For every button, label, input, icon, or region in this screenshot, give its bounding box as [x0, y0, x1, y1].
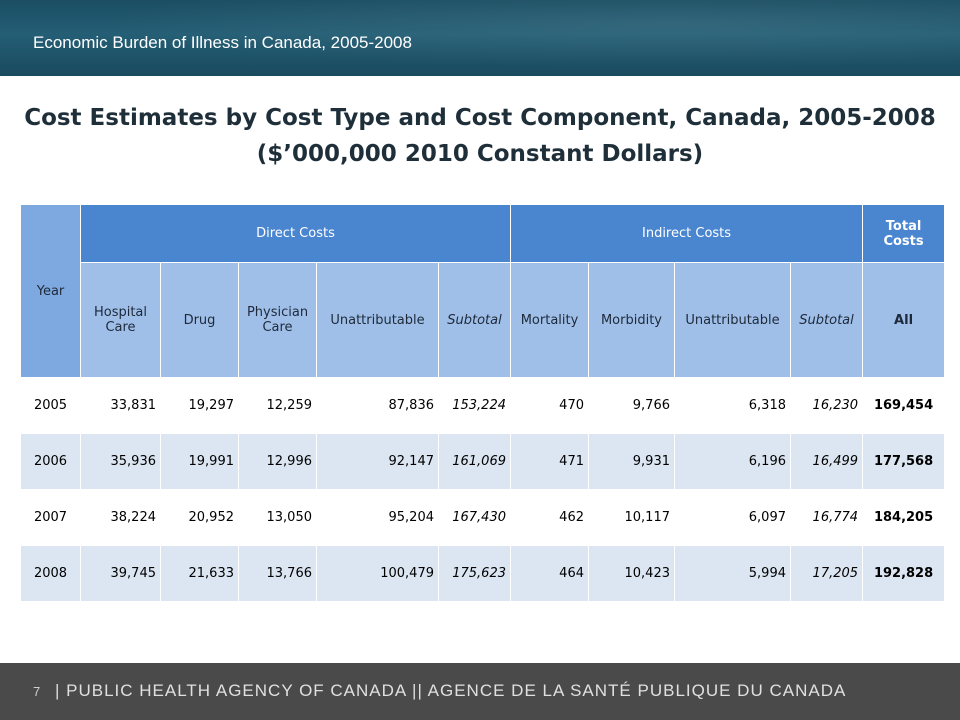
column-header: Mortality [510, 262, 589, 378]
table-cell: 2007 [20, 489, 81, 546]
table-row: 2005 33,831 19,297 12,259 87,836 153,224… [20, 377, 946, 434]
slide-title-line-2: ($’000,000 2010 Constant Dollars) [256, 141, 704, 167]
table-cell: 184,205 [862, 489, 946, 546]
table-cell: 100,479 [316, 545, 439, 602]
table-cell: 2006 [20, 433, 81, 490]
table-cell: 16,499 [789, 433, 864, 490]
column-header: Unattributable [674, 262, 791, 378]
table-row: 2007 38,224 20,952 13,050 95,204 167,430… [20, 489, 946, 546]
table-cell: 21,633 [160, 545, 239, 602]
table-cell: 192,828 [862, 545, 946, 602]
column-header: Physician Care [238, 262, 317, 378]
table-cell: 33,831 [80, 377, 161, 434]
table-cell: 6,097 [674, 489, 791, 546]
table-cell: 175,623 [438, 545, 511, 602]
table-cell: 9,931 [588, 433, 675, 490]
agency-name: | PUBLIC HEALTH AGENCY OF CANADA || AGEN… [55, 681, 847, 700]
table-cell: 16,774 [789, 489, 864, 546]
top-banner [0, 0, 960, 76]
table-row: 2006 35,936 19,991 12,996 92,147 161,069… [20, 433, 946, 490]
column-header: Unattributable [316, 262, 439, 378]
table-cell: 471 [510, 433, 589, 490]
table-cell: 12,996 [238, 433, 317, 490]
table-cell: 153,224 [438, 377, 511, 434]
table-row: 2008 39,745 21,633 13,766 100,479 175,62… [20, 545, 946, 602]
table-cell: 10,117 [588, 489, 675, 546]
table-cell: 5,994 [674, 545, 791, 602]
table-cell: 6,318 [674, 377, 791, 434]
slide-title-line-1: Cost Estimates by Cost Type and Cost Com… [24, 105, 936, 131]
column-header: Morbidity [588, 262, 675, 378]
slide-title: Cost Estimates by Cost Type and Cost Com… [0, 100, 960, 172]
table-cell: 2005 [20, 377, 81, 434]
table-cell: 464 [510, 545, 589, 602]
footer-bar [0, 663, 960, 720]
column-header: Drug [160, 262, 239, 378]
column-header: Subtotal [438, 262, 511, 378]
table-cell: 19,297 [160, 377, 239, 434]
cost-table: Year Direct Costs Indirect Costs Total C… [20, 204, 946, 602]
table-cell: 462 [510, 489, 589, 546]
table-cell: 13,050 [238, 489, 317, 546]
table-cell: 38,224 [80, 489, 161, 546]
year-header: Year [20, 204, 81, 378]
table-cell: 20,952 [160, 489, 239, 546]
table-cell: 13,766 [238, 545, 317, 602]
table-cell: 87,836 [316, 377, 439, 434]
table-cell: 6,196 [674, 433, 791, 490]
presentation-title: Economic Burden of Illness in Canada, 20… [33, 33, 412, 52]
direct-costs-header: Direct Costs [80, 204, 511, 263]
total-costs-header: Total Costs [862, 204, 946, 263]
table-cell: 470 [510, 377, 589, 434]
table-cell: 95,204 [316, 489, 439, 546]
table-cell: 12,259 [238, 377, 317, 434]
table-cell: 161,069 [438, 433, 511, 490]
table-cell: 19,991 [160, 433, 239, 490]
table-cell: 177,568 [862, 433, 946, 490]
table-cell: 16,230 [789, 377, 864, 434]
table-cell: 167,430 [438, 489, 511, 546]
table-cell: 2008 [20, 545, 81, 602]
table-cell: 169,454 [862, 377, 946, 434]
table-cell: 10,423 [588, 545, 675, 602]
page-number: 7 [33, 684, 41, 699]
table-cell: 9,766 [588, 377, 675, 434]
table-cell: 39,745 [80, 545, 161, 602]
table-cell: 35,936 [80, 433, 161, 490]
column-header: Hospital Care [80, 262, 161, 378]
column-header: All [862, 262, 946, 378]
column-header: Subtotal [789, 262, 864, 378]
table-cell: 17,205 [789, 545, 864, 602]
table-cell: 92,147 [316, 433, 439, 490]
indirect-costs-header: Indirect Costs [509, 204, 864, 263]
